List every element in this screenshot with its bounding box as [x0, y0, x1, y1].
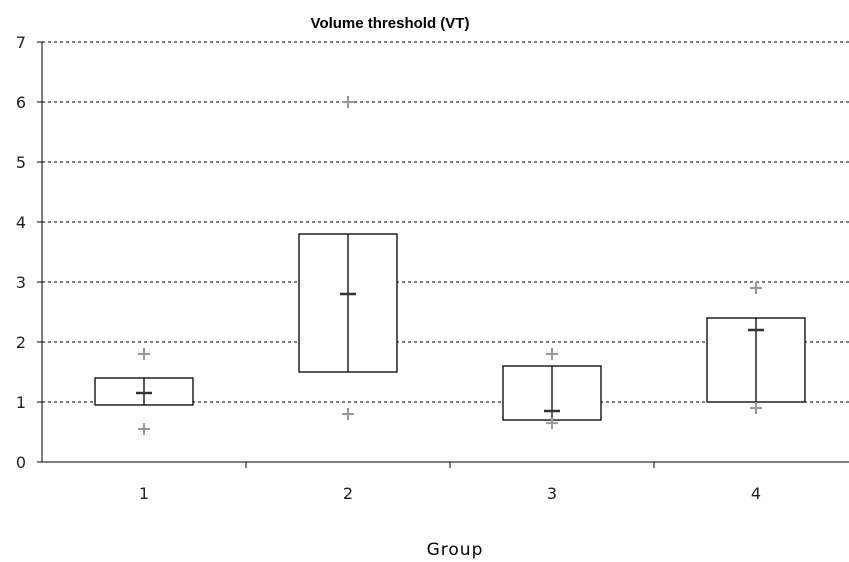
y-tick-label: 5 — [16, 153, 26, 172]
y-tick-label: 0 — [16, 453, 26, 472]
outlier-marker — [342, 408, 354, 420]
outlier-marker — [138, 423, 150, 435]
y-tick-label: 1 — [16, 393, 26, 412]
x-axis-label: Group — [426, 540, 484, 560]
outlier-marker — [750, 402, 762, 414]
chart-title: Volume threshold (VT) — [310, 15, 470, 32]
outlier-marker — [546, 417, 558, 429]
y-tick-label: 7 — [16, 33, 26, 52]
x-tick-label: 2 — [343, 484, 353, 503]
y-tick-label: 6 — [16, 93, 26, 112]
outlier-marker — [546, 348, 558, 360]
y-tick-label: 2 — [16, 333, 26, 352]
outlier-marker — [138, 348, 150, 360]
outlier-marker — [750, 282, 762, 294]
x-tick-label: 1 — [139, 484, 149, 503]
y-tick-label: 3 — [16, 273, 26, 292]
outlier-marker — [342, 96, 354, 108]
y-tick-label: 4 — [16, 213, 26, 232]
x-tick-label: 3 — [547, 484, 557, 503]
x-tick-label: 4 — [751, 484, 761, 503]
